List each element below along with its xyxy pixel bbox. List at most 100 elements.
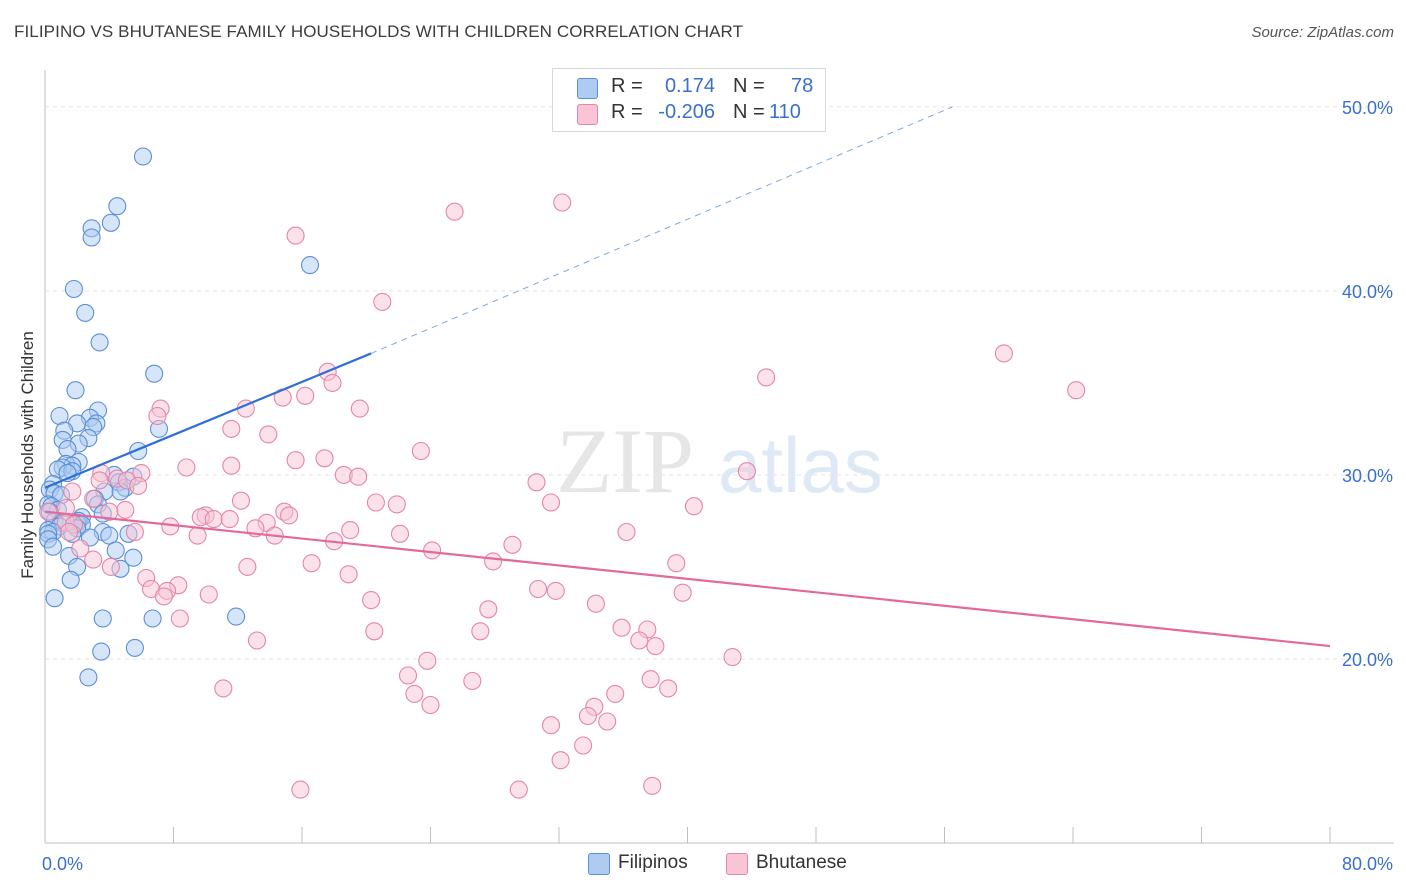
filipinos-point bbox=[92, 642, 111, 661]
bhutanese-point bbox=[641, 670, 660, 689]
bhutanese-point bbox=[296, 386, 315, 405]
bhutanese-point bbox=[405, 684, 424, 703]
bhutanese-point bbox=[280, 506, 299, 525]
filipinos-point bbox=[90, 333, 109, 352]
legend-swatch-bhutanese bbox=[726, 853, 748, 875]
bhutanese-point bbox=[177, 458, 196, 477]
bhutanese-point bbox=[199, 585, 218, 604]
legend-swatch-bhutanese bbox=[577, 104, 598, 125]
bhutanese-point bbox=[630, 631, 649, 650]
bhutanese-point bbox=[546, 581, 565, 600]
filipinos-point bbox=[143, 609, 162, 628]
filipinos-point bbox=[106, 541, 125, 560]
bhutanese-point bbox=[101, 557, 120, 576]
bhutanese-point bbox=[509, 780, 528, 799]
bhutanese-point bbox=[204, 510, 223, 529]
filipinos-point bbox=[64, 279, 83, 299]
bhutanese-point bbox=[125, 522, 144, 542]
bhutanese-point bbox=[612, 618, 631, 637]
filipinos-point bbox=[300, 256, 320, 275]
filipinos-point bbox=[76, 303, 95, 322]
bhutanese-point bbox=[421, 695, 440, 715]
legend-r-label: R = bbox=[611, 75, 643, 97]
bhutanese-point bbox=[646, 637, 665, 656]
filipinos-point bbox=[133, 147, 153, 166]
bhutanese-point bbox=[503, 535, 522, 554]
bhutanese-point bbox=[423, 541, 442, 560]
bhutanese-point bbox=[148, 406, 167, 426]
bhutanese-point bbox=[71, 539, 90, 558]
chart-title: FILIPINO VS BHUTANESE FAMILY HOUSEHOLDS … bbox=[14, 22, 744, 41]
filipinos-point bbox=[101, 213, 120, 232]
bhutanese-point bbox=[574, 736, 593, 755]
legend-label-filipinos: Filipinos bbox=[618, 852, 688, 873]
bhutanese-point bbox=[220, 510, 239, 529]
legend-r-value: -0.206 bbox=[658, 101, 715, 123]
bhutanese-point bbox=[259, 425, 278, 444]
filipinos-point bbox=[93, 609, 112, 628]
bhutanese-point bbox=[302, 554, 321, 573]
bhutanese-point bbox=[723, 648, 742, 667]
legend-n-value: 110 bbox=[769, 101, 801, 123]
bhutanese-point bbox=[553, 193, 572, 212]
filipinos-point bbox=[66, 381, 85, 400]
legend-swatch-filipinos bbox=[588, 853, 610, 875]
bhutanese-point bbox=[598, 712, 617, 731]
filipinos-point bbox=[124, 548, 143, 567]
filipinos-points bbox=[39, 147, 320, 687]
filipinos-trend-extension bbox=[370, 106, 953, 354]
bhutanese-point bbox=[238, 557, 257, 576]
bhutanese-point bbox=[373, 292, 392, 311]
bhutanese-point bbox=[398, 666, 418, 685]
bhutanese-point bbox=[606, 684, 625, 703]
legend-swatch-filipinos bbox=[577, 78, 598, 99]
bhutanese-point bbox=[445, 202, 464, 221]
bhutanese-point bbox=[684, 497, 703, 516]
bhutanese-point bbox=[339, 565, 358, 584]
legend-label-bhutanese: Bhutanese bbox=[756, 852, 847, 873]
legend-n-value: 78 bbox=[791, 75, 814, 97]
legend-n-label: N = bbox=[733, 101, 765, 123]
bhutanese-point bbox=[418, 651, 437, 670]
bhutanese-point bbox=[349, 467, 368, 486]
bhutanese-point bbox=[1067, 381, 1086, 400]
bhutanese-point bbox=[659, 679, 678, 698]
bhutanese-point bbox=[387, 495, 406, 514]
bhutanese-point bbox=[643, 776, 662, 795]
bhutanese-point bbox=[350, 399, 369, 418]
bhutanese-point bbox=[541, 716, 561, 735]
x-tick-label: 0.0% bbox=[42, 854, 83, 874]
bhutanese-point bbox=[994, 344, 1013, 363]
x-tick-label: 80.0% bbox=[1342, 854, 1393, 874]
bhutanese-point bbox=[231, 491, 251, 510]
filipinos-point bbox=[145, 364, 164, 383]
bhutanese-point bbox=[214, 679, 233, 698]
bhutanese-point bbox=[63, 482, 82, 501]
bhutanese-point bbox=[578, 706, 597, 726]
bhutanese-point bbox=[116, 500, 135, 519]
bhutanese-point bbox=[315, 449, 334, 468]
bhutanese-points bbox=[39, 193, 1086, 799]
y-tick-label: 40.0% bbox=[1342, 282, 1393, 302]
watermark-zip: ZIP bbox=[556, 410, 694, 512]
bhutanese-point bbox=[411, 441, 430, 461]
filipinos-point bbox=[61, 570, 80, 589]
bhutanese-point bbox=[529, 579, 548, 599]
legend-r-value: 0.174 bbox=[664, 75, 715, 97]
y-tick-label: 30.0% bbox=[1342, 466, 1393, 486]
bhutanese-point bbox=[390, 524, 410, 543]
y-tick-label: 50.0% bbox=[1342, 98, 1393, 118]
bhutanese-point bbox=[323, 373, 342, 392]
correlation-legend: R = 0.174 N = 78 R = -0.206 N = 110 bbox=[552, 68, 826, 132]
bhutanese-point bbox=[667, 554, 686, 573]
bhutanese-point bbox=[527, 473, 546, 492]
bhutanese-point bbox=[586, 594, 605, 613]
filipinos-point bbox=[45, 589, 64, 608]
filipinos-point bbox=[79, 668, 98, 687]
trend-lines bbox=[44, 106, 1331, 648]
bhutanese-point bbox=[188, 526, 207, 545]
bhutanese-point bbox=[154, 587, 173, 606]
bhutanese-point bbox=[222, 456, 241, 475]
bhutanese-point bbox=[617, 522, 636, 542]
